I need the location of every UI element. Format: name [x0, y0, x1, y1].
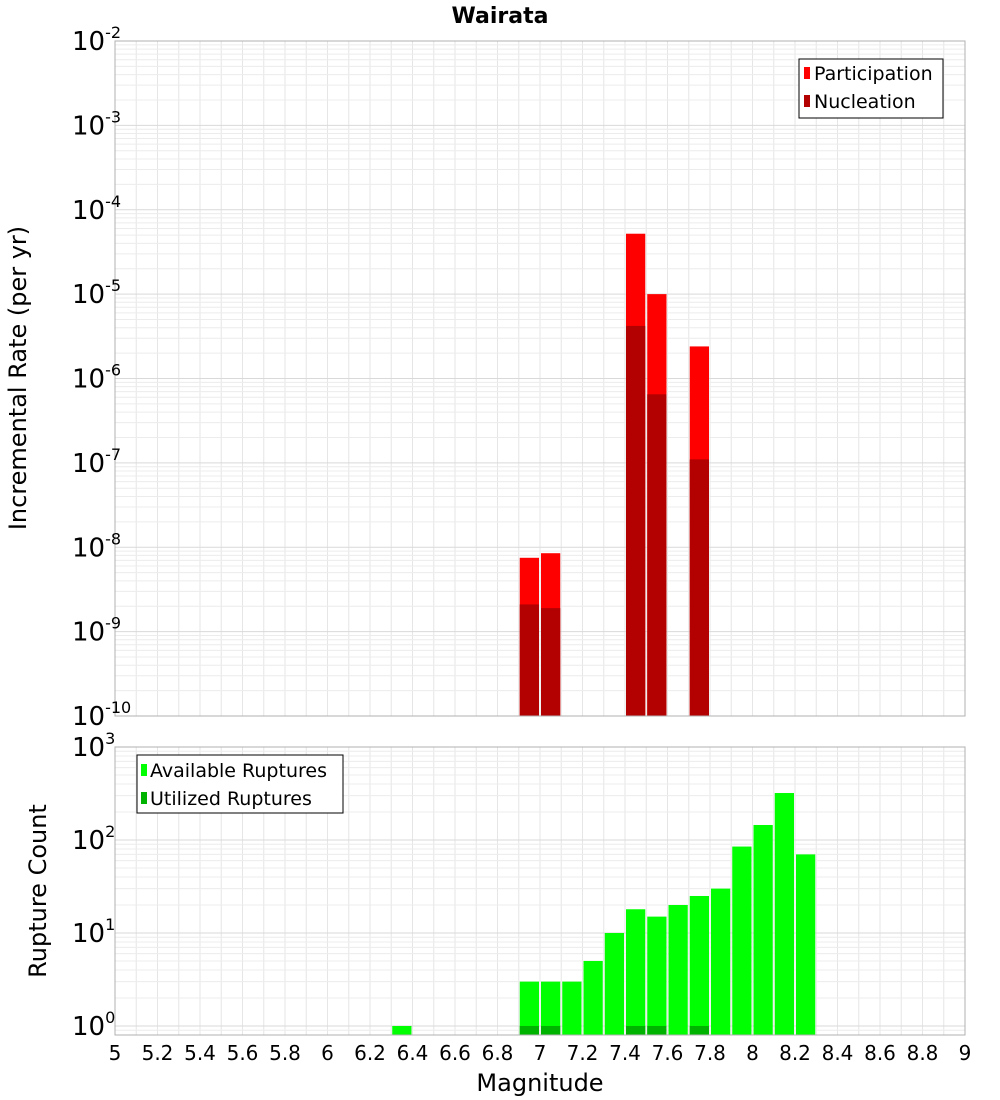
count-utilized-ruptures-bar	[519, 1025, 539, 1035]
x-tick-label: 7.2	[567, 1041, 599, 1065]
count-available-ruptures-bar	[668, 904, 688, 1035]
rate-y-tick-label: 10-7	[72, 445, 121, 479]
count-utilized-ruptures-bar	[689, 1025, 709, 1035]
nucleation-swatch	[804, 95, 810, 107]
rate-y-tick-label: 10-9	[72, 614, 121, 648]
rate-y-tick-label: 10-8	[72, 529, 121, 563]
rate-y-tick-label: 10-5	[72, 276, 121, 310]
count-utilized-ruptures-bar	[626, 1025, 646, 1035]
count-available-ruptures-bar	[519, 981, 539, 1035]
rate-y-tick-label: 10-4	[72, 192, 121, 226]
count-available-ruptures-bar	[689, 895, 709, 1035]
x-tick-label: 9	[959, 1041, 972, 1065]
count-y-tick-label: 103	[72, 729, 115, 763]
rate-y-tick-label: 10-10	[72, 698, 131, 732]
rate-nucleation-bar	[647, 394, 667, 716]
rate-y-tick-label: 10-6	[72, 361, 121, 395]
count-available-ruptures-bar	[583, 960, 603, 1035]
x-tick-label: 5	[109, 1041, 122, 1065]
x-tick-label: 5.6	[227, 1041, 259, 1065]
rate-nucleation-bar	[689, 459, 709, 716]
x-tick-label: 7	[534, 1041, 547, 1065]
count-utilized-ruptures-bar	[647, 1025, 667, 1035]
x-tick-label: 6.2	[354, 1041, 386, 1065]
top-legend-box	[798, 58, 944, 119]
x-tick-label: 5.8	[269, 1041, 301, 1065]
x-tick-label: 7.8	[694, 1041, 726, 1065]
bottom-plot-frame	[114, 746, 966, 1036]
x-tick-labels: 5 5.2 5.4 5.6 5.8 6 6.2 6.4 6.6 6.8 7 7.2 7.4 7.6 7.8 8…	[109, 1041, 972, 1065]
top-plot-frame	[114, 40, 966, 717]
count-available-ruptures-bar	[732, 846, 752, 1035]
count-available-ruptures-bar	[541, 981, 561, 1035]
x-tick-label: 8	[746, 1041, 759, 1065]
top-y-tick-labels: 10-2 10-3 10-4 10-5 10-6 10-7 10-8 10-9 10-10	[72, 23, 131, 732]
top-legend: Participation Nucleation	[798, 58, 944, 119]
bottom-gridlines	[114, 747, 966, 1036]
utilized-swatch	[141, 792, 147, 804]
top-bars	[519, 233, 709, 716]
chart-title: Wairata	[452, 4, 549, 29]
legend-participation: Participation	[814, 63, 933, 85]
x-tick-label: 8.2	[779, 1041, 811, 1065]
x-axis-label: Magnitude	[476, 1069, 603, 1097]
x-tick-label: 8.6	[864, 1041, 896, 1065]
top-gridlines	[114, 41, 966, 717]
count-available-ruptures-bar	[392, 1025, 412, 1035]
top-panel: 10-2 10-3 10-4 10-5 10-6 10-7 10-8 10-9 10-10 In…	[4, 23, 966, 732]
count-available-ruptures-bar	[604, 932, 624, 1035]
legend-nucleation: Nucleation	[814, 91, 916, 113]
x-tick-label: 7.6	[652, 1041, 684, 1065]
legend-available: Available Ruptures	[150, 760, 327, 782]
bottom-legend-box	[136, 754, 344, 814]
x-tick-label: 5.4	[184, 1041, 216, 1065]
bottom-panel: 103 102 101 100 Rupture Count Available Rup…	[24, 729, 966, 1042]
rate-y-tick-label: 10-2	[72, 23, 121, 57]
bottom-y-tick-labels: 103 102 101 100	[72, 729, 115, 1042]
count-available-ruptures-bar	[753, 824, 773, 1035]
bottom-bars	[392, 793, 816, 1035]
count-y-tick-label: 100	[72, 1008, 115, 1042]
x-tick-label: 6.6	[439, 1041, 471, 1065]
participation-swatch	[804, 67, 810, 79]
top-y-axis-label: Incremental Rate (per yr)	[4, 226, 32, 530]
available-swatch	[141, 764, 147, 776]
rate-nucleation-bar	[519, 604, 539, 716]
x-tick-label: 5.2	[142, 1041, 174, 1065]
count-y-tick-label: 101	[72, 915, 115, 949]
x-tick-label: 6	[321, 1041, 334, 1065]
count-available-ruptures-bar	[711, 888, 731, 1035]
count-utilized-ruptures-bar	[541, 1025, 561, 1035]
count-available-ruptures-bar	[647, 916, 667, 1035]
count-available-ruptures-bar	[562, 981, 582, 1035]
x-tick-label: 7.4	[609, 1041, 641, 1065]
x-tick-label: 6.8	[482, 1041, 514, 1065]
rate-y-tick-label: 10-3	[72, 107, 121, 141]
count-y-tick-label: 102	[72, 822, 115, 856]
x-tick-label: 8.4	[822, 1041, 854, 1065]
count-available-ruptures-bar	[796, 854, 816, 1035]
count-available-ruptures-bar	[774, 793, 794, 1035]
x-tick-label: 8.8	[907, 1041, 939, 1065]
legend-utilized: Utilized Ruptures	[150, 788, 312, 810]
bottom-legend: Available Ruptures Utilized Ruptures	[136, 754, 344, 814]
bottom-y-axis-label: Rupture Count	[24, 804, 52, 978]
x-tick-label: 6.4	[397, 1041, 429, 1065]
count-available-ruptures-bar	[626, 909, 646, 1035]
rate-nucleation-bar	[541, 608, 561, 716]
rate-nucleation-bar	[626, 325, 646, 716]
